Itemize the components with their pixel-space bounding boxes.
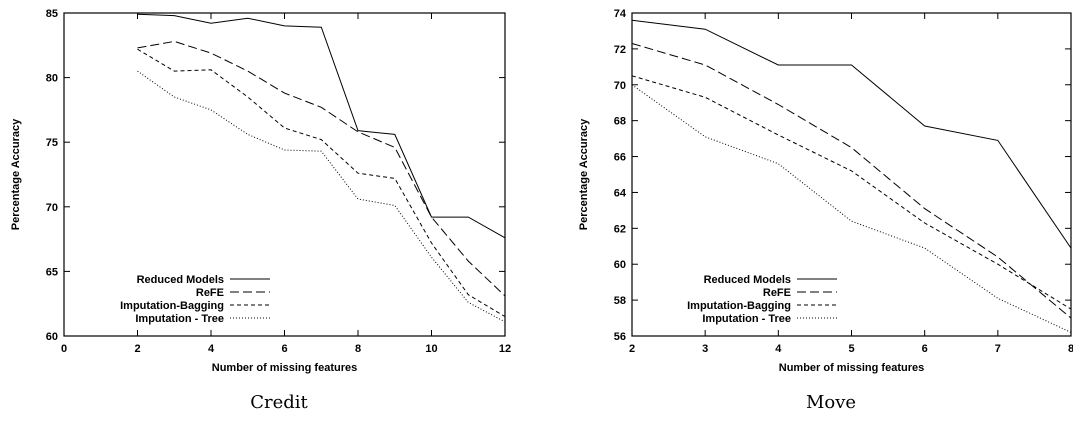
x-tick-label: 10 (425, 343, 437, 355)
chart-caption: Move (806, 392, 856, 413)
plot-frame (63, 12, 506, 337)
legend-label: Reduced Models (704, 274, 791, 286)
y-tick-label: 60 (614, 259, 626, 271)
series-line-reduced-models (632, 19, 1071, 249)
legend: Reduced ModelsReFEImputation-BaggingImpu… (687, 274, 837, 325)
x-tick-label: 6 (281, 343, 287, 355)
legend-label: Reduced Models (137, 274, 224, 286)
x-tick-label: 0 (61, 343, 67, 355)
series-line-imputation-bagging (137, 48, 505, 318)
legend-label: Imputation-Bagging (120, 300, 224, 312)
x-tick-label: 5 (848, 343, 854, 355)
y-tick-label: 66 (614, 152, 626, 164)
series-line-refe (632, 43, 1071, 319)
x-tick-label: 2 (134, 343, 140, 355)
series-line-refe (137, 40, 505, 297)
legend-label: ReFE (763, 287, 791, 299)
y-tick-label: 62 (614, 223, 626, 235)
series-line-imputation-tree (137, 70, 505, 323)
legend-label: Imputation - Tree (135, 313, 224, 325)
x-tick-label: 6 (922, 343, 928, 355)
y-axis-label: Percentage Accuracy (10, 118, 22, 230)
legend: Reduced ModelsReFEImputation-BaggingImpu… (120, 274, 270, 325)
legend-label: Imputation - Tree (702, 313, 791, 325)
y-tick-label: 70 (46, 202, 58, 214)
y-tick-label: 56 (614, 331, 626, 343)
y-tick-label: 60 (46, 331, 58, 343)
x-tick-label: 3 (702, 343, 708, 355)
x-tick-label: 7 (995, 343, 1001, 355)
y-tick-label: 58 (614, 295, 626, 307)
y-tick-label: 85 (46, 8, 58, 20)
x-tick-label: 4 (208, 343, 215, 355)
plot-frame (631, 12, 1072, 337)
x-tick-label: 8 (1068, 343, 1073, 355)
y-tick-label: 72 (614, 44, 626, 56)
y-tick-label: 75 (46, 137, 58, 149)
series-line-imputation-bagging (632, 75, 1071, 310)
y-tick-label: 65 (46, 266, 58, 278)
y-tick-label: 80 (46, 73, 58, 85)
x-tick-label: 12 (499, 343, 511, 355)
series-line-imputation-tree (632, 84, 1071, 333)
legend-label: Imputation-Bagging (687, 300, 791, 312)
legend-label: ReFE (196, 287, 224, 299)
y-tick-label: 74 (614, 8, 627, 20)
y-tick-label: 70 (614, 80, 626, 92)
x-tick-label: 8 (355, 343, 361, 355)
y-axis-label: Percentage Accuracy (578, 118, 590, 230)
x-tick-label: 2 (629, 343, 635, 355)
y-tick-label: 64 (614, 187, 627, 199)
chart-credit: 60 65 70 75 80 85 0 2 4 6 8 10 12 Number of missing f… (10, 8, 511, 413)
x-axis-label: Number of missing features (779, 362, 924, 374)
y-tick-label: 68 (614, 116, 626, 128)
x-tick-label: 4 (775, 343, 782, 355)
chart-caption: Credit (250, 392, 308, 413)
x-axis-label: Number of missing features (212, 362, 357, 374)
series-line-reduced-models (137, 13, 505, 239)
